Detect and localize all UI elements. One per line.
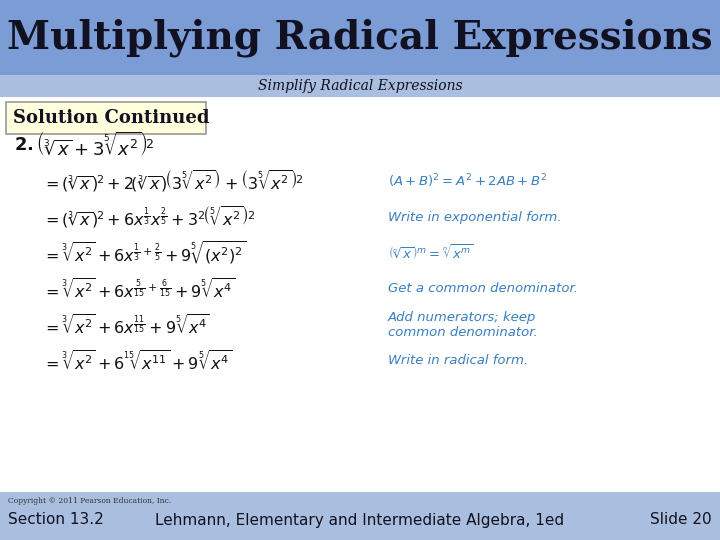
FancyBboxPatch shape bbox=[6, 102, 206, 134]
Bar bbox=[0, 75, 720, 97]
Text: $\left(\sqrt[3]{x}+3\sqrt[5]{x^2}\right)^{\!2}$: $\left(\sqrt[3]{x}+3\sqrt[5]{x^2}\right)… bbox=[36, 131, 155, 159]
Bar bbox=[0, 97, 720, 492]
Text: Get a common denominator.: Get a common denominator. bbox=[388, 282, 578, 295]
Bar bbox=[0, 492, 720, 540]
Text: Solution Continued: Solution Continued bbox=[13, 109, 210, 127]
Text: Simplify Radical Expressions: Simplify Radical Expressions bbox=[258, 79, 462, 93]
Text: $=\sqrt[3]{x^2}+6\sqrt[15]{x^{11}}+9\sqrt[5]{x^4}$: $=\sqrt[3]{x^2}+6\sqrt[15]{x^{11}}+9\sqr… bbox=[42, 349, 233, 373]
Text: Multiplying Radical Expressions: Multiplying Radical Expressions bbox=[7, 18, 713, 57]
Text: Add numerators; keep: Add numerators; keep bbox=[388, 310, 536, 323]
Text: Lehmann, Elementary and Intermediate Algebra, 1ed: Lehmann, Elementary and Intermediate Alg… bbox=[156, 512, 564, 528]
Text: $=\sqrt[3]{x^2}+6x^{\frac{1}{3}+\frac{2}{5}}+9\sqrt[5]{\left(x^2\right)^2}$: $=\sqrt[3]{x^2}+6x^{\frac{1}{3}+\frac{2}… bbox=[42, 239, 246, 267]
Text: $=\left(\sqrt[3]{x}\right)^{\!2}+2\!\left(\sqrt[3]{x}\right)\!\left(3\sqrt[5]{x^: $=\left(\sqrt[3]{x}\right)^{\!2}+2\!\lef… bbox=[42, 168, 304, 194]
Text: $=\sqrt[3]{x^2}+6x^{\frac{11}{15}}+9\sqrt[5]{x^4}$: $=\sqrt[3]{x^2}+6x^{\frac{11}{15}}+9\sqr… bbox=[42, 313, 210, 337]
Text: $=\left(\sqrt[3]{x}\right)^{\!2}+6x^{\frac{1}{3}}x^{\frac{2}{5}}+3^2\!\left(\sqr: $=\left(\sqrt[3]{x}\right)^{\!2}+6x^{\fr… bbox=[42, 204, 255, 230]
Text: $(A+B)^2=A^2+2AB+B^2$: $(A+B)^2=A^2+2AB+B^2$ bbox=[388, 172, 547, 190]
Text: Copyright © 2011 Pearson Education, Inc.: Copyright © 2011 Pearson Education, Inc. bbox=[8, 497, 171, 505]
Text: common denominator.: common denominator. bbox=[388, 327, 538, 340]
Text: $=\sqrt[3]{x^2}+6x^{\frac{5}{15}+\frac{6}{15}}+9\sqrt[5]{x^4}$: $=\sqrt[3]{x^2}+6x^{\frac{5}{15}+\frac{6… bbox=[42, 277, 235, 301]
Text: Write in radical form.: Write in radical form. bbox=[388, 354, 528, 368]
Text: Slide 20: Slide 20 bbox=[650, 512, 712, 528]
Text: $\mathbf{2.}$: $\mathbf{2.}$ bbox=[14, 136, 34, 154]
Text: Section 13.2: Section 13.2 bbox=[8, 512, 104, 528]
Text: $\left(\sqrt[n]{x}\right)^m=\sqrt[n]{x^m}$: $\left(\sqrt[n]{x}\right)^m=\sqrt[n]{x^m… bbox=[388, 244, 474, 262]
Bar bbox=[0, 0, 720, 75]
Text: Write in exponential form.: Write in exponential form. bbox=[388, 211, 562, 224]
